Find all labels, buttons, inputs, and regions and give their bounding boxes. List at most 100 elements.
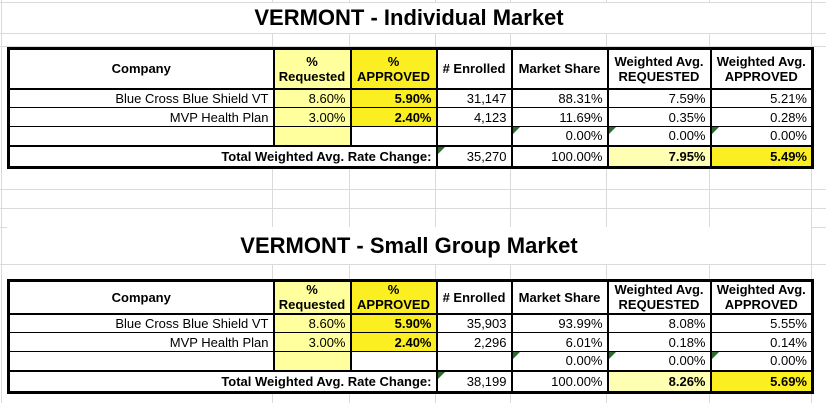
- small-group-market-table: Company % Requested % APPROVED # Enrolle…: [7, 279, 814, 394]
- header-row: Company % Requested % APPROVED # Enrolle…: [7, 48, 814, 90]
- market-share-cell[interactable]: 93.99%: [510, 313, 609, 333]
- individual-market-table: Company % Requested % APPROVED # Enrolle…: [7, 47, 814, 169]
- total-enrolled-cell[interactable]: 38,199: [435, 369, 513, 393]
- total-weighted-avg-requested-cell[interactable]: 7.95%: [606, 144, 712, 168]
- header-pct-approved[interactable]: % APPROVED: [349, 280, 438, 315]
- pct-approved-cell[interactable]: 5.90%: [349, 313, 438, 333]
- green-corner-flag-icon: [513, 352, 520, 359]
- weighted-avg-requested-cell[interactable]: 0.35%: [606, 107, 712, 127]
- total-label[interactable]: Total Weighted Avg. Rate Change:: [7, 144, 438, 168]
- market-share-cell[interactable]: 88.31%: [510, 88, 609, 108]
- green-corner-flag-icon: [609, 127, 616, 134]
- header-line: %: [306, 53, 318, 69]
- cell-value: 0.00%: [770, 353, 807, 369]
- total-weighted-avg-approved-cell[interactable]: 5.69%: [709, 369, 814, 393]
- market-share-cell[interactable]: 0.00%: [510, 126, 609, 146]
- pct-approved-cell[interactable]: [349, 126, 438, 146]
- header-company[interactable]: Company: [7, 48, 275, 90]
- header-weighted-avg-requested[interactable]: Weighted Avg. REQUESTED: [606, 280, 712, 315]
- total-weighted-avg-requested-cell[interactable]: 8.26%: [606, 369, 712, 393]
- weighted-avg-requested-cell[interactable]: 7.59%: [606, 88, 712, 108]
- pct-requested-cell[interactable]: 8.60%: [272, 313, 352, 333]
- header-market-share[interactable]: Market Share: [510, 48, 609, 90]
- pct-requested-cell[interactable]: 3.00%: [272, 107, 352, 127]
- header-line: Weighted Avg.: [716, 53, 806, 69]
- enrolled-cell[interactable]: 2,296: [435, 332, 513, 352]
- table-row: Blue Cross Blue Shield VT 8.60% 5.90% 35…: [7, 313, 814, 333]
- weighted-avg-approved-cell[interactable]: 5.55%: [709, 313, 814, 333]
- weighted-avg-requested-cell[interactable]: 8.08%: [606, 313, 712, 333]
- header-line: REQUESTED: [618, 297, 700, 313]
- header-line: %: [387, 53, 400, 69]
- company-cell[interactable]: Blue Cross Blue Shield VT: [7, 88, 275, 108]
- market-share-cell[interactable]: 6.01%: [510, 332, 609, 352]
- company-cell[interactable]: MVP Health Plan: [7, 107, 275, 127]
- pct-approved-cell[interactable]: [349, 351, 438, 371]
- enrolled-cell[interactable]: 4,123: [435, 107, 513, 127]
- weighted-avg-approved-cell[interactable]: 0.28%: [709, 107, 814, 127]
- enrolled-cell[interactable]: [435, 126, 513, 146]
- weighted-avg-approved-cell[interactable]: 5.21%: [709, 88, 814, 108]
- cell-value: 0.00%: [668, 128, 706, 144]
- pct-requested-cell[interactable]: 8.60%: [272, 88, 352, 108]
- header-pct-requested[interactable]: % Requested: [272, 48, 352, 90]
- gridline-v: [510, 0, 511, 403]
- header-line: Weighted Avg.: [716, 282, 806, 298]
- pct-requested-cell[interactable]: 3.00%: [272, 332, 352, 352]
- market-share-cell[interactable]: 0.00%: [510, 351, 609, 371]
- gridline-v: [811, 0, 812, 403]
- total-row: Total Weighted Avg. Rate Change: 38,199 …: [7, 369, 814, 393]
- gridline-v: [272, 0, 273, 403]
- header-pct-approved[interactable]: % APPROVED: [349, 48, 438, 90]
- header-line: APPROVED: [357, 297, 430, 313]
- company-cell[interactable]: [7, 351, 275, 371]
- enrolled-cell[interactable]: [435, 351, 513, 371]
- company-cell[interactable]: Blue Cross Blue Shield VT: [7, 313, 275, 333]
- weighted-avg-approved-cell[interactable]: 0.00%: [709, 351, 814, 371]
- gridline-h: [0, 208, 826, 209]
- gridline-h: [0, 189, 826, 190]
- pct-approved-cell[interactable]: 2.40%: [349, 107, 438, 127]
- total-market-share-cell[interactable]: 100.00%: [510, 144, 609, 168]
- individual-market-title: VERMONT - Individual Market: [7, 3, 811, 33]
- header-line: Requested: [278, 68, 346, 84]
- weighted-avg-requested-cell[interactable]: 0.00%: [606, 351, 712, 371]
- gridline-v: [435, 0, 436, 403]
- company-cell[interactable]: MVP Health Plan: [7, 332, 275, 352]
- pct-requested-cell[interactable]: [272, 351, 352, 371]
- header-enrolled[interactable]: # Enrolled: [435, 280, 513, 315]
- gridline-h: [0, 46, 826, 47]
- header-row: Company % Requested % APPROVED # Enrolle…: [7, 280, 814, 315]
- weighted-avg-approved-cell[interactable]: 0.00%: [709, 126, 814, 146]
- header-weighted-avg-approved[interactable]: Weighted Avg. APPROVED: [709, 48, 814, 90]
- company-cell[interactable]: [7, 126, 275, 146]
- header-weighted-avg-approved[interactable]: Weighted Avg. APPROVED: [709, 280, 814, 315]
- enrolled-cell[interactable]: 35,903: [435, 313, 513, 333]
- total-weighted-avg-approved-cell[interactable]: 5.49%: [709, 144, 814, 168]
- header-line: APPROVED: [724, 68, 798, 84]
- header-enrolled[interactable]: # Enrolled: [435, 48, 513, 90]
- weighted-avg-requested-cell[interactable]: 0.00%: [606, 126, 712, 146]
- enrolled-cell[interactable]: 31,147: [435, 88, 513, 108]
- header-pct-requested[interactable]: % Requested: [272, 280, 352, 315]
- pct-approved-cell[interactable]: 5.90%: [349, 88, 438, 108]
- weighted-avg-approved-cell[interactable]: 0.14%: [709, 332, 814, 352]
- gridline-h: [0, 264, 826, 265]
- small-group-market-title: VERMONT - Small Group Market: [7, 227, 811, 264]
- header-weighted-avg-requested[interactable]: Weighted Avg. REQUESTED: [606, 48, 712, 90]
- total-enrolled-cell[interactable]: 35,270: [435, 144, 513, 168]
- pct-requested-cell[interactable]: [272, 126, 352, 146]
- green-corner-flag-icon: [609, 352, 616, 359]
- table-row: 0.00% 0.00% 0.00%: [7, 126, 814, 146]
- header-line: %: [306, 282, 318, 298]
- pct-approved-cell[interactable]: 2.40%: [349, 332, 438, 352]
- header-company[interactable]: Company: [7, 280, 275, 315]
- green-corner-flag-icon: [438, 147, 445, 154]
- total-label[interactable]: Total Weighted Avg. Rate Change:: [7, 369, 438, 393]
- cell-value: 0.00%: [770, 128, 807, 144]
- header-market-share[interactable]: Market Share: [510, 280, 609, 315]
- total-market-share-cell[interactable]: 100.00%: [510, 369, 609, 393]
- green-corner-flag-icon: [712, 127, 719, 134]
- weighted-avg-requested-cell[interactable]: 0.18%: [606, 332, 712, 352]
- market-share-cell[interactable]: 11.69%: [510, 107, 609, 127]
